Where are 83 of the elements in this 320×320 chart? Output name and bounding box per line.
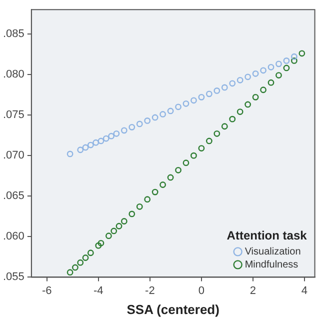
x-axis-title: SSA (centered)	[126, 302, 220, 317]
point	[276, 72, 282, 78]
point	[268, 64, 274, 70]
point	[198, 94, 205, 100]
point	[260, 67, 266, 74]
point	[252, 70, 259, 77]
point	[182, 100, 190, 107]
point	[136, 203, 143, 210]
point	[72, 264, 78, 271]
x-tick-label: 0	[198, 284, 205, 297]
point	[106, 232, 112, 240]
point	[66, 150, 74, 158]
point	[214, 130, 220, 137]
point	[214, 87, 220, 94]
legend-label: Visualization	[244, 246, 301, 258]
point	[221, 123, 228, 130]
point	[167, 108, 174, 114]
x-tick-label: 4	[301, 284, 308, 297]
point	[160, 111, 166, 118]
point	[276, 60, 282, 68]
point	[190, 152, 197, 159]
point	[175, 104, 182, 110]
point	[136, 120, 143, 128]
point	[77, 259, 84, 266]
point	[82, 144, 89, 151]
point	[120, 127, 128, 134]
point	[92, 139, 100, 146]
point	[198, 145, 205, 152]
x-tick-label: -6	[42, 284, 52, 297]
point	[182, 160, 190, 166]
point	[244, 74, 252, 80]
point	[260, 86, 266, 94]
point	[229, 80, 236, 87]
point	[206, 90, 212, 98]
point	[190, 97, 197, 104]
point	[102, 135, 110, 142]
point	[144, 196, 151, 203]
point	[66, 269, 74, 276]
point	[144, 117, 151, 124]
y-tick-label: .055	[2, 271, 24, 284]
point	[77, 146, 84, 154]
point	[152, 114, 158, 121]
y-tick-label: .065	[2, 190, 24, 202]
point	[175, 166, 182, 174]
y-tick-label: .060	[2, 230, 24, 243]
point	[298, 50, 306, 57]
point	[87, 250, 94, 256]
x-tick-label: 2	[250, 284, 256, 297]
point	[290, 53, 298, 60]
legend-label: Mindfulness	[244, 259, 298, 270]
point	[98, 240, 104, 246]
x-tick-label: -4	[94, 284, 104, 297]
point	[290, 57, 298, 64]
point	[82, 254, 89, 261]
point	[268, 79, 274, 86]
point	[128, 124, 136, 130]
legend-title: Attention task	[226, 228, 308, 243]
y-tick-label: .085	[2, 28, 24, 40]
y-tick-label: .075	[2, 109, 24, 122]
point	[229, 116, 236, 122]
point	[283, 64, 290, 72]
point	[252, 94, 259, 100]
point	[152, 188, 158, 196]
point	[221, 84, 228, 91]
point	[236, 76, 244, 84]
point	[283, 57, 290, 64]
point	[87, 142, 94, 148]
point	[236, 108, 244, 115]
point	[167, 174, 174, 181]
point	[113, 130, 120, 137]
point	[206, 138, 212, 144]
point	[160, 182, 166, 188]
point	[108, 132, 114, 140]
y-tick-label: .070	[2, 150, 24, 162]
point	[244, 101, 252, 108]
point	[116, 222, 122, 230]
point	[95, 242, 102, 249]
point	[98, 138, 104, 144]
x-tick-label: -2	[145, 284, 155, 297]
point	[120, 218, 128, 224]
point	[110, 228, 118, 234]
y-tick-label: .080	[2, 68, 24, 81]
point	[128, 210, 136, 218]
